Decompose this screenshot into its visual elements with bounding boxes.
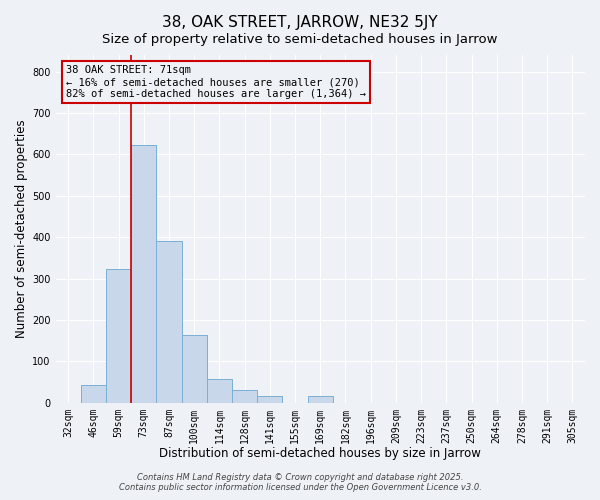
X-axis label: Distribution of semi-detached houses by size in Jarrow: Distribution of semi-detached houses by … xyxy=(160,447,481,460)
Y-axis label: Number of semi-detached properties: Number of semi-detached properties xyxy=(15,120,28,338)
Text: 38 OAK STREET: 71sqm
← 16% of semi-detached houses are smaller (270)
82% of semi: 38 OAK STREET: 71sqm ← 16% of semi-detac… xyxy=(66,66,366,98)
Bar xyxy=(308,396,333,402)
Bar xyxy=(106,269,131,402)
Bar xyxy=(157,242,182,402)
Bar xyxy=(81,386,106,402)
Text: Size of property relative to semi-detached houses in Jarrow: Size of property relative to semi-detach… xyxy=(102,32,498,46)
Bar xyxy=(232,390,257,402)
Bar xyxy=(182,335,207,402)
Bar xyxy=(131,145,157,403)
Bar xyxy=(257,396,283,402)
Text: Contains HM Land Registry data © Crown copyright and database right 2025.
Contai: Contains HM Land Registry data © Crown c… xyxy=(119,473,481,492)
Bar xyxy=(207,378,232,402)
Text: 38, OAK STREET, JARROW, NE32 5JY: 38, OAK STREET, JARROW, NE32 5JY xyxy=(162,15,438,30)
